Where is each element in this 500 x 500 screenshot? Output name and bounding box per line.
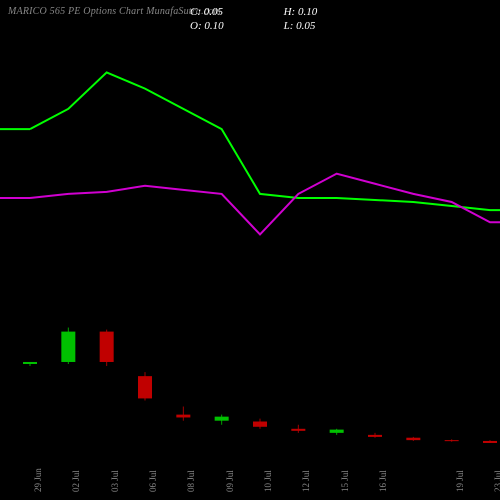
price-chart bbox=[0, 0, 500, 500]
line-green bbox=[0, 72, 500, 210]
candle-body bbox=[330, 430, 344, 433]
candle-body bbox=[100, 332, 114, 362]
candle-body bbox=[483, 441, 497, 443]
candle-body bbox=[176, 415, 190, 418]
x-axis-label: 23 Jul bbox=[493, 470, 500, 492]
x-axis-label: 19 Jul bbox=[455, 470, 465, 492]
candle-body bbox=[445, 440, 459, 441]
candle-body bbox=[406, 438, 420, 440]
lines-layer bbox=[0, 72, 500, 234]
x-axis-label: 10 Jul bbox=[263, 470, 273, 492]
candle-body bbox=[368, 435, 382, 437]
x-axis-label: 12 Jul bbox=[301, 470, 311, 492]
x-axis-label: 08 Jul bbox=[186, 470, 196, 492]
candle-body bbox=[253, 422, 267, 427]
candle-body bbox=[291, 429, 305, 431]
x-axis-label: 15 Jul bbox=[340, 470, 350, 492]
candle-body bbox=[23, 362, 37, 364]
candle-body bbox=[215, 417, 229, 421]
x-axis-label: 06 Jul bbox=[148, 470, 158, 492]
candle-body bbox=[138, 376, 152, 398]
x-axis-label: 16 Jul bbox=[378, 470, 388, 492]
candles-layer bbox=[23, 328, 497, 443]
x-axis-label: 03 Jul bbox=[110, 470, 120, 492]
x-axis-label: 02 Jul bbox=[71, 470, 81, 492]
x-axis-label: 29 Jun bbox=[33, 468, 43, 492]
x-axis-label: 09 Jul bbox=[225, 470, 235, 492]
candle-body bbox=[61, 332, 75, 362]
